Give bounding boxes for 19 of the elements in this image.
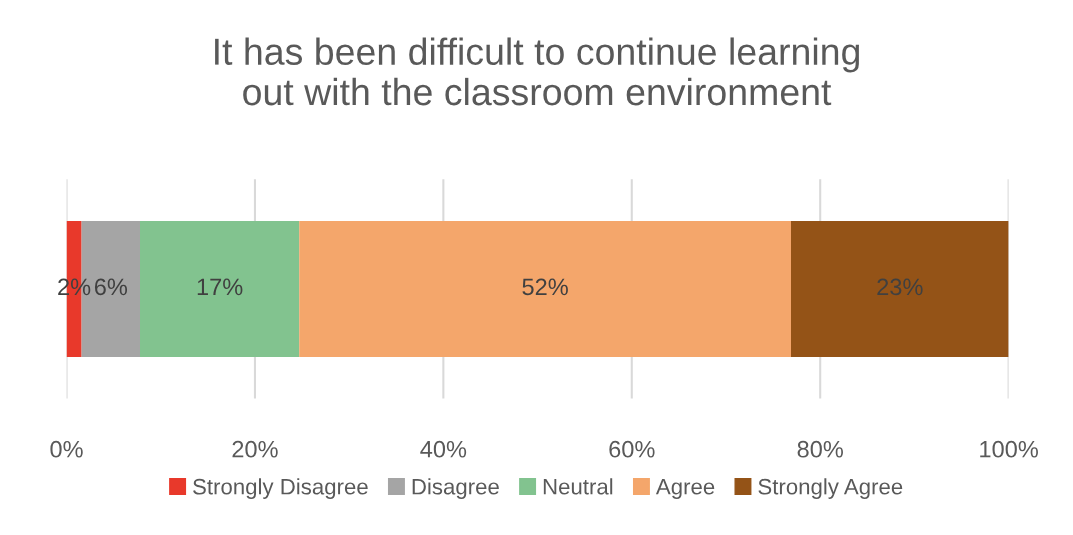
data-label: 23% [877,278,923,296]
legend-label: Agree [655,479,715,499]
legend-label: Strongly Disagree [193,478,368,499]
x-tick-label: 20% [232,440,278,458]
bar [299,220,791,357]
x-tick-label: 0% [50,440,83,458]
legend-label: Strongly Agree [758,478,903,499]
data-label: 17% [197,278,243,296]
data-label: 6% [94,278,128,296]
x-tick-label: 40% [420,440,467,458]
legend-label: Disagree [412,478,499,499]
bar [791,220,1009,357]
legend-label: Neutral [543,478,613,495]
data-label: 52% [522,278,568,296]
chart-title: It has been difficult to continue learning out with the classroom environment [215,37,859,106]
x-tick-label: 100% [980,440,1038,458]
x-tick-label: 60% [609,440,655,458]
x-tick-label: 80% [797,440,843,458]
bar [140,220,300,357]
